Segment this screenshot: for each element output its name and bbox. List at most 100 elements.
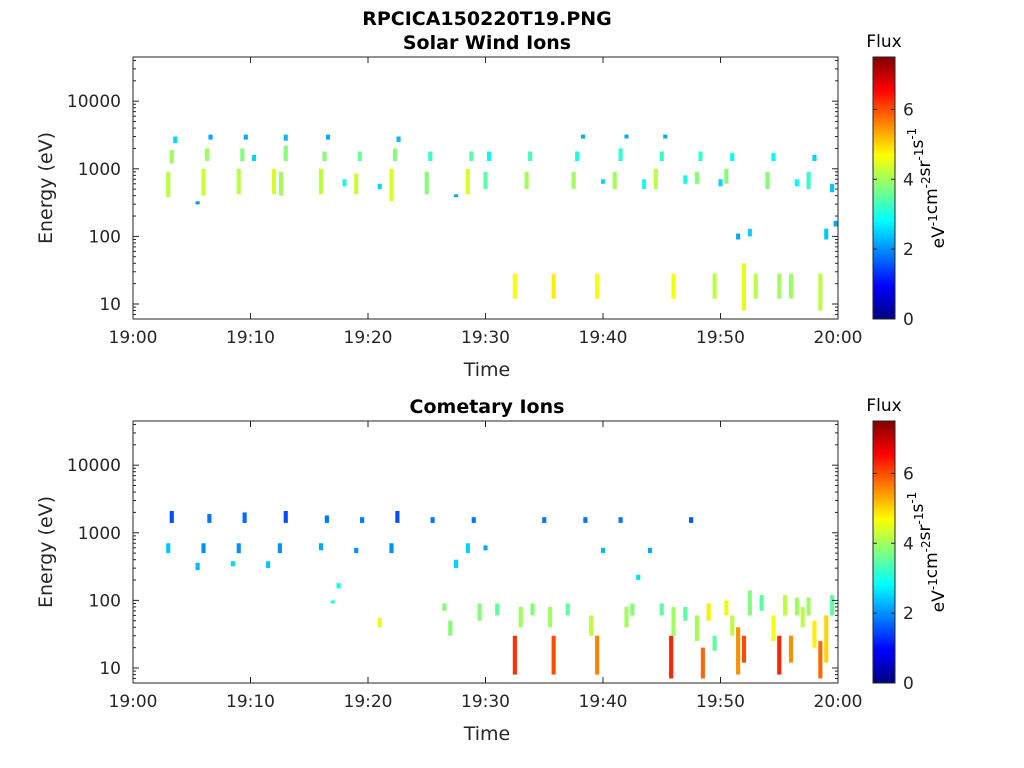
spectrogram-cell <box>812 154 817 162</box>
spectrogram-cell <box>812 620 817 648</box>
spectrogram-cell <box>753 273 758 299</box>
panel-title: Cometary Ions <box>410 396 565 418</box>
x-tick-label: 19:40 <box>579 692 628 712</box>
spectrogram-cell <box>765 171 770 190</box>
spectrogram-cell <box>524 171 529 190</box>
spectrogram-cell <box>630 603 635 616</box>
spectrogram-cell <box>647 547 653 554</box>
spectrogram-cell <box>495 603 500 616</box>
spectrogram-cell <box>833 220 838 227</box>
spectrogram-cell <box>800 606 805 628</box>
spectrogram-cell <box>830 183 835 193</box>
spectrogram-cell <box>747 228 752 237</box>
spectrogram-cell <box>283 510 288 523</box>
spectrogram-cell <box>824 228 829 240</box>
colorbar: Flux 0 2 4 6 eV-1cm-2sr-1s-1 <box>866 32 949 330</box>
spectrogram-cell <box>528 151 533 162</box>
colorbar-gradient <box>872 56 896 320</box>
x-tick-label: 19:50 <box>696 328 745 348</box>
spectrogram-cell <box>283 145 288 162</box>
spectrogram-cell <box>469 151 474 162</box>
spectrogram-cell <box>518 606 523 628</box>
colorbar-gradient <box>872 420 896 684</box>
spectrogram-cell <box>354 173 359 195</box>
spectrogram-cell <box>396 136 401 142</box>
spectrogram-cell <box>389 168 394 202</box>
spectrogram-cell <box>741 635 747 663</box>
spectrogram-cell <box>236 543 241 554</box>
panel-title: Solar Wind Ions <box>403 32 571 54</box>
spectrogram-cell <box>454 559 459 569</box>
spectrogram-cell <box>251 154 257 162</box>
colorbar-tick-label: 4 <box>903 170 914 190</box>
spectrogram-cell <box>777 635 782 675</box>
spectrogram-cell <box>173 136 178 144</box>
spectrogram-cell <box>642 179 647 190</box>
y-tick-label: 10 <box>99 295 121 315</box>
spectrogram-cell <box>671 606 676 636</box>
x-tick-label: 19:00 <box>109 692 158 712</box>
spectrogram-cell <box>357 151 362 162</box>
spectrogram-cell <box>689 517 694 523</box>
spectrogram-cell <box>783 595 788 616</box>
spectrogram-cell <box>208 134 213 140</box>
spectrogram-cell <box>669 635 674 679</box>
spectrogram-cell <box>240 148 245 162</box>
spectrogram-cell <box>636 574 641 581</box>
spectrogram-cell <box>724 600 729 616</box>
spectrogram-cell <box>542 517 547 523</box>
spectrogram-cell <box>548 606 553 628</box>
spectrogram-cell <box>788 635 794 663</box>
spectrogram-cell <box>712 273 717 299</box>
spectrogram-cell <box>166 171 171 198</box>
spectrogram-cell <box>236 168 241 195</box>
colorbar-tick-label: 6 <box>903 464 914 484</box>
spectrogram-cell <box>788 273 794 299</box>
spectrogram-cell <box>730 153 735 162</box>
spectrogram-cell <box>204 148 210 162</box>
x-tick-label: 19:40 <box>579 328 628 348</box>
y-tick-label: 100 <box>89 591 121 611</box>
spectrogram-cell <box>428 151 433 162</box>
spectrogram-cell <box>230 561 235 567</box>
spectrogram-cell <box>777 273 782 299</box>
panel-cometary: Cometary Ions 19:00 19:10 19:20 19:30 19:40 1… <box>35 396 949 745</box>
x-axis-label: Time <box>463 359 511 381</box>
panel-solar-wind: Solar Wind Ions 19:00 19:10 19:20 19:30 19:4… <box>35 32 949 381</box>
spectrogram-cell <box>277 543 282 554</box>
colorbar-title: Flux <box>866 396 901 416</box>
spectrogram-cell <box>330 600 335 604</box>
spectrogram-cell <box>195 562 200 571</box>
spectrogram-cell <box>759 595 764 611</box>
x-tick-label: 19:10 <box>226 328 275 348</box>
spectrogram-cell <box>659 603 664 616</box>
spectrogram-cell <box>818 273 823 311</box>
x-tick-label: 19:30 <box>461 328 510 348</box>
spectrogram-cell <box>465 168 470 195</box>
x-axis-label: Time <box>463 723 511 745</box>
colorbar-tick-label: 6 <box>903 100 914 120</box>
spectrogram-cell <box>771 153 776 162</box>
spectrogram-cell <box>718 179 723 187</box>
spectrogram-cell <box>342 179 347 187</box>
y-tick-label: 100 <box>89 227 121 247</box>
spectrogram-cell <box>360 517 365 523</box>
spectrogram-cell <box>266 561 271 569</box>
figure-title: RPCICA150220T19.PNG <box>362 8 612 30</box>
spectrogram-cell <box>618 148 623 162</box>
spectrogram-cell <box>736 627 741 675</box>
spectrogram-cell <box>741 263 747 311</box>
spectrogram-cell <box>612 171 617 190</box>
spectrogram-cell <box>595 273 600 299</box>
colorbar-tick-label: 0 <box>903 674 914 694</box>
spectrogram-cell <box>166 543 171 554</box>
x-tick-label: 19:30 <box>461 692 510 712</box>
y-tick-label: 1000 <box>78 160 121 180</box>
colorbar-tick-label: 4 <box>903 534 914 554</box>
spectrogram-cell <box>565 603 570 616</box>
spectrogram-cell <box>806 597 811 616</box>
spectrogram-cell <box>512 635 517 675</box>
spectrogram-cell <box>336 583 341 589</box>
y-tick-label: 1000 <box>78 524 121 544</box>
x-tick-label: 19:20 <box>344 692 393 712</box>
